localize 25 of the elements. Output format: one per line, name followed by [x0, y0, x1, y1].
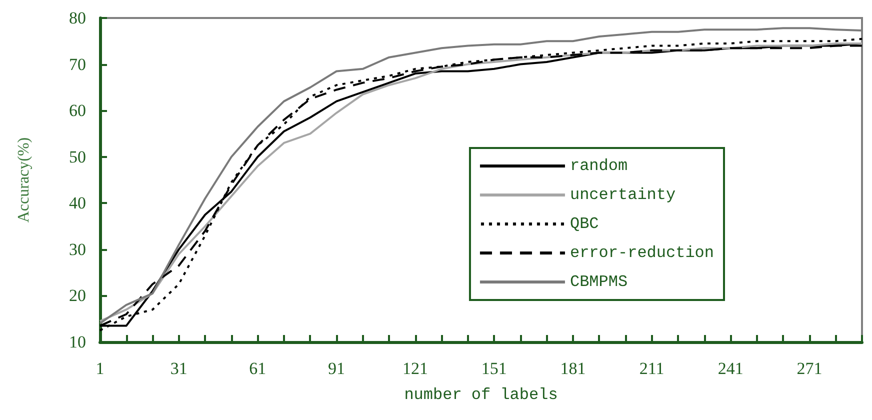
x-tick-label: 31: [170, 359, 188, 378]
x-tick-label: 91: [328, 359, 345, 378]
y-tick-label: 10: [69, 332, 86, 352]
legend-label: random: [570, 157, 628, 175]
legend-label: CBMPMS: [570, 273, 628, 291]
legend-label: QBC: [570, 215, 599, 233]
x-tick-label: 181: [560, 359, 586, 378]
y-axis-title: Accuracy(%): [16, 137, 32, 223]
x-tick-label: 151: [481, 359, 507, 378]
x-tick-label: 241: [718, 359, 744, 378]
legend-label: error-reduction: [570, 244, 714, 262]
y-tick-label: 20: [69, 286, 86, 306]
x-tick-label: 271: [796, 359, 822, 378]
y-tick-label: 40: [69, 194, 86, 213]
x-tick-label: 211: [639, 359, 664, 378]
y-tick-label: 50: [69, 147, 86, 166]
x-axis-title: number of labels: [404, 386, 558, 404]
y-tick-label: 30: [69, 240, 86, 259]
legend-label: uncertainty: [570, 186, 676, 204]
x-tick-label: 61: [249, 359, 266, 378]
x-tick-label: 1: [96, 359, 104, 378]
y-tick-label: 80: [69, 8, 86, 28]
x-tick-label: 121: [402, 359, 428, 378]
y-tick-label: 60: [69, 101, 86, 120]
y-tick-label: 70: [69, 54, 86, 74]
